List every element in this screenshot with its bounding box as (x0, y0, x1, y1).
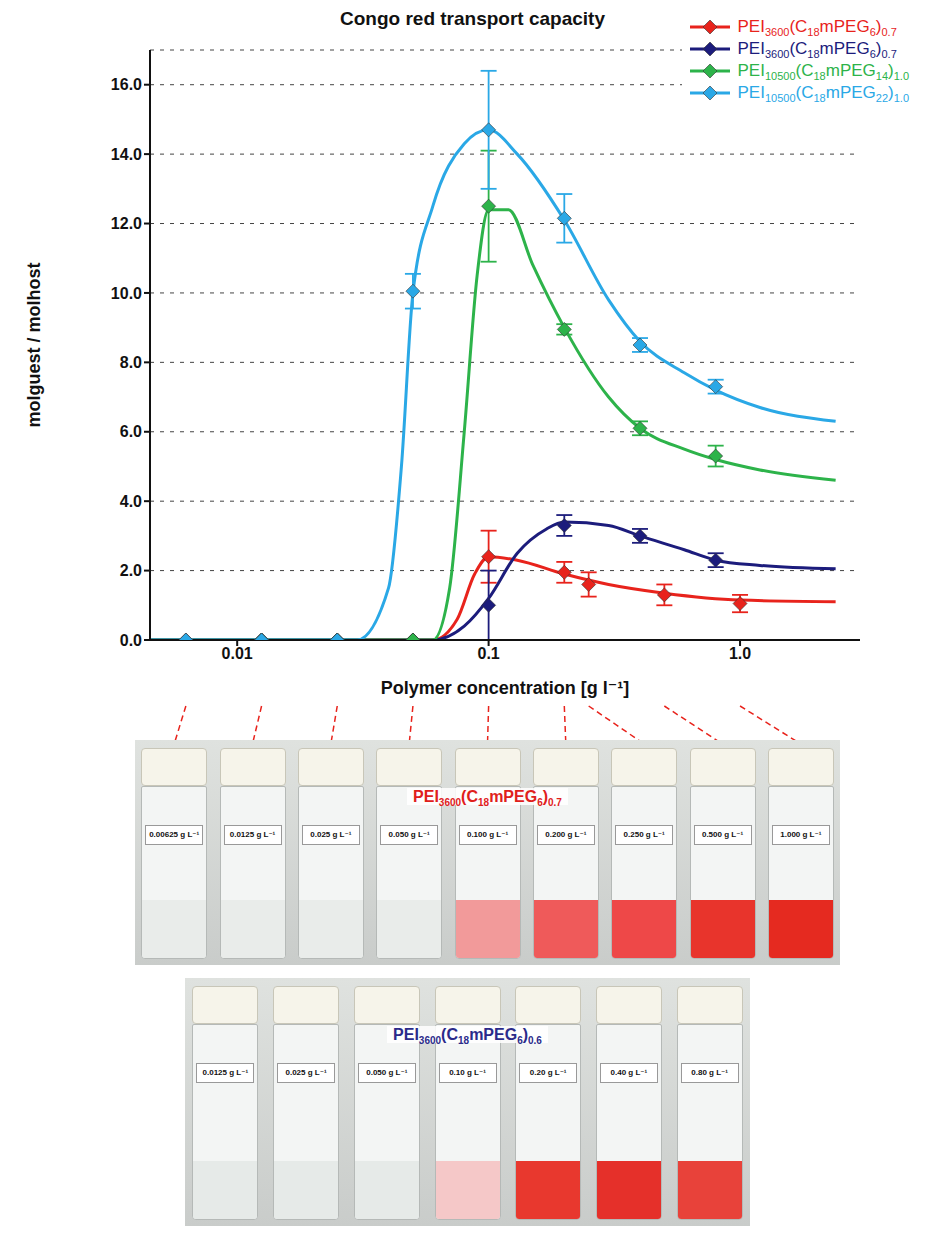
html-text:0.20 g L⁻¹: 0.20 g L⁻¹ (529, 1068, 567, 1077)
html-text:0.250 g L⁻¹: 0.250 g L⁻¹ (623, 830, 665, 839)
html-text:1.000 g L⁻¹: 1.000 g L⁻¹ (780, 830, 822, 839)
svg-text:0.0: 0.0 (120, 632, 142, 649)
svg-text:8.0: 8.0 (120, 354, 142, 371)
html-text:0.025 g L⁻¹: 0.025 g L⁻¹ (310, 830, 352, 839)
svg-text:4.0: 4.0 (120, 493, 142, 510)
html-text:0.0125 g L⁻¹: 0.0125 g L⁻¹ (202, 1068, 249, 1077)
svg-text:Polymer concentration [g l⁻¹]: Polymer concentration [g l⁻¹] (381, 678, 630, 698)
html-text:PEI3600(C18mPEG6)0.7: PEI3600(C18mPEG6)0.7 (413, 788, 562, 809)
svg-text:14.0: 14.0 (111, 146, 142, 163)
html-text:PEI3600(C18mPEG6)0.7: PEI3600(C18mPEG6)0.7 (737, 39, 897, 61)
html-text:0.80 g L⁻¹: 0.80 g L⁻¹ (691, 1068, 728, 1077)
html-text:Congo red transport capacity: Congo red transport capacity (340, 8, 605, 29)
html-text:0.025 g L⁻¹: 0.025 g L⁻¹ (285, 1068, 327, 1077)
html-text:PEI3600(C18mPEG6)0.6: PEI3600(C18mPEG6)0.6 (393, 1026, 542, 1047)
html-text:0.200 g L⁻¹: 0.200 g L⁻¹ (545, 830, 587, 839)
svg-text:0.1: 0.1 (477, 645, 499, 662)
svg-text:12.0: 12.0 (111, 215, 142, 232)
svg-text:molguest / molhost: molguest / molhost (24, 262, 44, 427)
svg-text:10.0: 10.0 (111, 285, 142, 302)
svg-text:0.01: 0.01 (222, 645, 253, 662)
html-text:0.10 g L⁻¹: 0.10 g L⁻¹ (449, 1068, 486, 1077)
svg-text:16.0: 16.0 (111, 76, 142, 93)
svg-text:1.0: 1.0 (729, 645, 751, 662)
html-text:0.40 g L⁻¹: 0.40 g L⁻¹ (610, 1068, 648, 1077)
html-text:0.100 g L⁻¹: 0.100 g L⁻¹ (466, 830, 509, 839)
html-text:0.050 g L⁻¹: 0.050 g L⁻¹ (366, 1068, 408, 1077)
html-text:PEI10500(C18mPEG22)1.0: PEI10500(C18mPEG22)1.0 (737, 83, 909, 105)
svg-text:2.0: 2.0 (120, 562, 142, 579)
html-text:PEI10500(C18mPEG14)1.0: PEI10500(C18mPEG14)1.0 (737, 61, 909, 83)
html-text:0.0125 g L⁻¹: 0.0125 g L⁻¹ (229, 830, 276, 839)
html-text:PEI3600(C18mPEG6)0.7: PEI3600(C18mPEG6)0.7 (737, 17, 897, 39)
html-text:0.050 g L⁻¹: 0.050 g L⁻¹ (388, 830, 430, 839)
html-text:0.00625 g L⁻¹: 0.00625 g L⁻¹ (149, 830, 200, 839)
html-text:0.500 g L⁻¹: 0.500 g L⁻¹ (701, 830, 744, 839)
svg-text:6.0: 6.0 (120, 423, 142, 440)
